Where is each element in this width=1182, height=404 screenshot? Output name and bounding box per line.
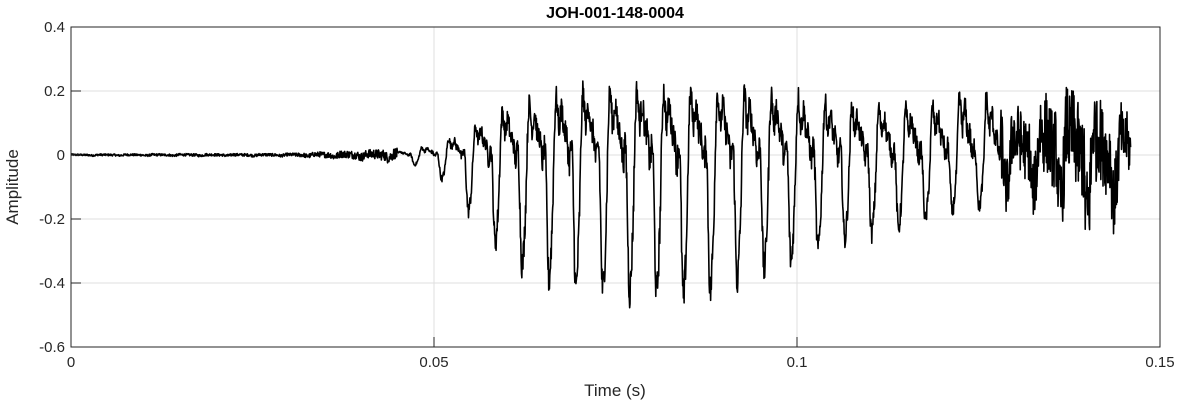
x-tick-label: 0.1 [787, 354, 808, 371]
x-tick-label: 0 [67, 354, 75, 371]
y-axis: -0.6 -0.4 -0.2 0 0.2 0.4 [39, 19, 81, 356]
chart-title: JOH-001-148-0004 [546, 5, 684, 22]
y-tick-label: -0.4 [39, 275, 65, 292]
x-axis: 0 0.05 0.1 0.15 [67, 337, 1175, 371]
plot-area [71, 80, 1132, 309]
y-axis-label: Amplitude [3, 149, 22, 225]
axes-box [70, 26, 1161, 348]
y-tick-label: -0.2 [39, 211, 65, 228]
y-tick-label: -0.6 [39, 339, 65, 356]
x-tick-label: 0.15 [1145, 354, 1174, 371]
y-tick-label: 0.4 [44, 19, 65, 36]
y-tick-label: 0 [57, 147, 65, 164]
series-line-amplitude [71, 80, 1132, 309]
grid-lines [71, 27, 1160, 347]
x-tick-label: 0.05 [419, 354, 448, 371]
y-tick-label: 0.2 [44, 83, 65, 100]
x-axis-label: Time (s) [584, 381, 646, 400]
